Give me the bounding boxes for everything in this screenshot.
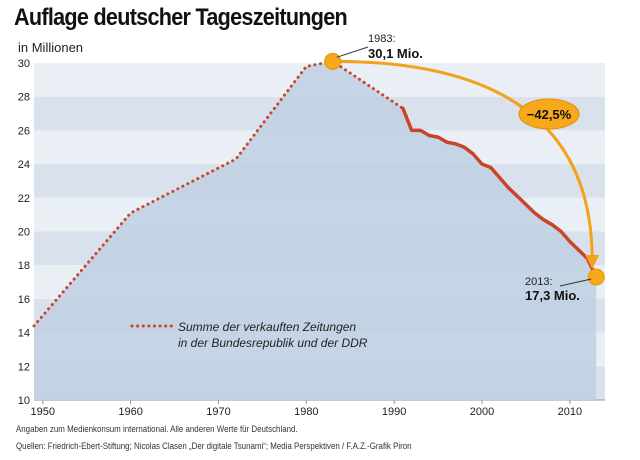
series-line-solid bbox=[401, 106, 598, 279]
y-tick-label: 18 bbox=[18, 260, 30, 272]
series-line-dotted bbox=[32, 59, 405, 328]
end-value-label: 17,3 Mio. bbox=[525, 288, 580, 303]
end-leader-line bbox=[559, 278, 592, 287]
x-tick-label: 1950 bbox=[31, 406, 55, 418]
y-axis-unit-label: in Millionen bbox=[18, 40, 84, 55]
footnote: Angaben zum Medienkonsum international. … bbox=[16, 424, 298, 434]
x-tick-label: 1990 bbox=[382, 406, 406, 418]
y-tick-label: 14 bbox=[18, 328, 30, 340]
peak-leader-line bbox=[336, 46, 369, 58]
peak-marker bbox=[324, 52, 342, 70]
change-badge-label: −42,5% bbox=[527, 107, 572, 122]
peak-value-label: 30,1 Mio. bbox=[368, 46, 423, 61]
series-area bbox=[34, 61, 597, 401]
source-note: Quellen: Friedrich-Ebert-Stiftung; Nicol… bbox=[16, 441, 412, 451]
y-tick-label: 24 bbox=[18, 159, 30, 171]
y-tick-label: 16 bbox=[18, 294, 30, 306]
chart-title: Auflage deutscher Tageszeitungen bbox=[14, 4, 348, 31]
y-tick-label: 12 bbox=[18, 361, 30, 373]
y-tick-label: 30 bbox=[18, 58, 30, 70]
end-year-label: 2013: bbox=[525, 276, 553, 288]
peak-year-label: 1983: bbox=[368, 33, 396, 45]
legend-label: in der Bundesrepublik und der DDR bbox=[178, 336, 368, 350]
x-tick-label: 1970 bbox=[206, 406, 230, 418]
x-tick-label: 2010 bbox=[558, 406, 582, 418]
x-tick-label: 1960 bbox=[118, 406, 142, 418]
x-tick-label: 2000 bbox=[470, 406, 494, 418]
y-tick-label: 26 bbox=[18, 125, 30, 137]
end-marker bbox=[587, 268, 605, 286]
x-tick-label: 1980 bbox=[294, 406, 318, 418]
y-tick-label: 20 bbox=[18, 227, 30, 239]
change-arrow-head bbox=[585, 254, 600, 269]
legend-label: Summe der verkauften Zeitungen bbox=[178, 320, 356, 334]
y-tick-label: 10 bbox=[18, 395, 30, 407]
change-badge bbox=[518, 98, 580, 130]
y-tick-label: 22 bbox=[18, 193, 30, 205]
y-tick-label: 28 bbox=[18, 92, 30, 104]
